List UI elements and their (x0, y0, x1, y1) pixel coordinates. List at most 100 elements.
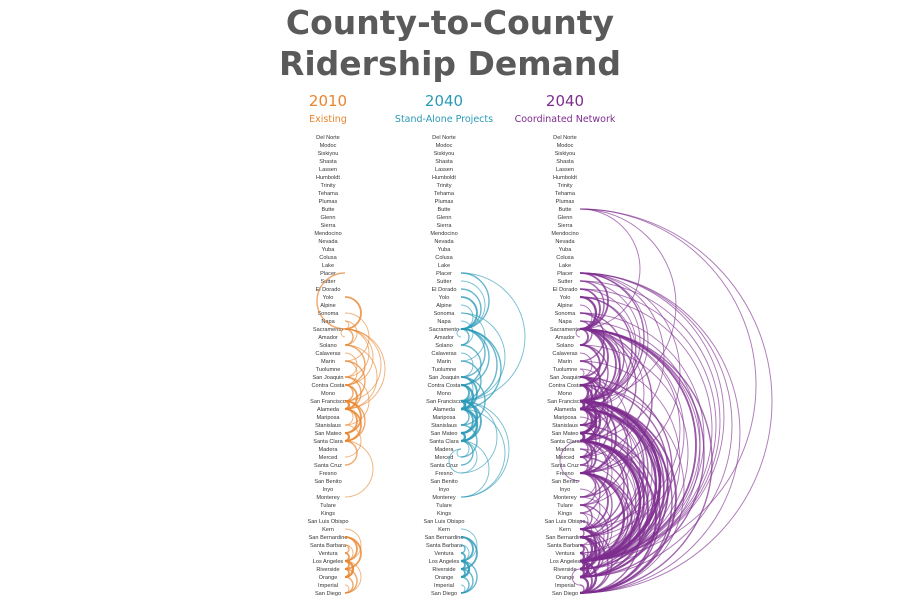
county-label: Monterey (553, 495, 577, 501)
county-label: Yuba (559, 247, 573, 253)
link-arc (579, 272, 665, 442)
panel-subtitle-standalone: Stand-Alone Projects (395, 114, 493, 125)
link-arc (460, 400, 510, 498)
county-label: Yolo (560, 295, 571, 301)
county-label: Plumas (556, 199, 575, 205)
county-label: Plumas (435, 199, 454, 205)
county-label: San Bernardino (425, 535, 464, 541)
title-line-1: County-to-County (285, 3, 615, 42)
link-arc (460, 408, 506, 498)
link-arc (579, 304, 593, 330)
county-label: San Francisco (547, 399, 583, 405)
county-label: Sacramento (429, 327, 459, 333)
link-arc (460, 431, 467, 443)
page-title: County-to-County Ridership Demand (0, 2, 900, 84)
county-label: Santa Cruz (430, 463, 458, 469)
panel-year-coordinated: 2040 (546, 92, 584, 110)
panel-subtitle-existing: Existing (309, 114, 347, 125)
county-label: Del Norte (553, 135, 577, 141)
county-label: Mariposa (553, 415, 577, 421)
county-label: Lake (438, 263, 450, 269)
panel-subtitle-coordinated: Coordinated Network (515, 114, 616, 125)
county-label: Marin (437, 359, 451, 365)
county-label: Butte (558, 207, 571, 213)
link-arc (579, 472, 641, 594)
county-label: San Benito (314, 479, 341, 485)
county-label: Nevada (555, 239, 575, 245)
county-label: Merced (319, 455, 338, 461)
county-label: Napa (437, 319, 451, 325)
county-label: Nevada (318, 239, 338, 245)
county-label: Lassen (435, 167, 453, 173)
county-label: Tehama (434, 191, 455, 197)
county-label: Sonoma (318, 311, 340, 317)
county-label: Butte (321, 207, 334, 213)
county-label: Alpine (320, 303, 336, 309)
county-label: Santa Barbara (426, 543, 463, 549)
county-label: Madera (556, 447, 576, 453)
county-label: Amador (434, 335, 454, 341)
link-arc (448, 448, 462, 474)
county-label: Kern (559, 527, 571, 533)
county-label: Siskiyou (434, 151, 455, 157)
link-arc (460, 360, 482, 402)
link-arc (579, 328, 637, 442)
county-label: Riverside (553, 567, 576, 573)
county-label: Alameda (317, 407, 340, 413)
county-label: Riverside (316, 567, 339, 573)
link-arc (460, 312, 506, 402)
link-arc (344, 552, 350, 562)
county-label: Colusa (556, 255, 574, 261)
link-arc (460, 272, 526, 402)
county-label: Mono (437, 391, 451, 397)
link-arc (344, 440, 358, 466)
link-arc (460, 376, 486, 426)
county-label: San Diego (431, 591, 457, 597)
county-label: Glenn (321, 215, 336, 221)
link-arc (579, 208, 757, 562)
link-arc (344, 560, 350, 570)
county-label: Orange (556, 575, 575, 581)
link-arc (344, 440, 374, 498)
county-label: Napa (321, 319, 335, 325)
link-arc (579, 328, 653, 474)
county-label: Humboldt (316, 175, 340, 181)
link-arc (460, 552, 466, 562)
county-label: Solano (319, 343, 336, 349)
county-label: Yolo (323, 295, 334, 301)
county-label: Santa Cruz (551, 463, 579, 469)
link-arc (460, 352, 474, 378)
county-label: Shasta (319, 159, 337, 165)
county-label: Santa Clara (429, 439, 459, 445)
county-label: Kings (321, 511, 335, 517)
link-arc (579, 368, 585, 378)
county-label: Fresno (435, 471, 452, 477)
link-arc (579, 472, 601, 514)
county-label: Tehama (318, 191, 339, 197)
county-label: Napa (558, 319, 572, 325)
link-arc (579, 440, 609, 498)
county-label: Ventura (555, 551, 575, 557)
county-label: Riverside (432, 567, 455, 573)
link-arc (344, 296, 362, 330)
county-label: San Diego (552, 591, 578, 597)
title-line-2: Ridership Demand (278, 44, 622, 83)
arcs-standalone (448, 272, 526, 594)
county-label: El Dorado (432, 287, 457, 293)
county-label: San Mateo (314, 431, 341, 437)
county-label: San Francisco (426, 399, 462, 405)
link-arc (344, 344, 366, 386)
county-label: Sierra (558, 223, 574, 229)
link-arc (460, 384, 470, 402)
county-label: Lassen (556, 167, 574, 173)
county-label: Shasta (435, 159, 453, 165)
link-arc (344, 560, 362, 594)
county-label: Contra Costa (312, 383, 346, 389)
link-arc (456, 448, 462, 458)
county-label: Mono (558, 391, 572, 397)
county-label: Sutter (321, 279, 336, 285)
county-label: Glenn (437, 215, 452, 221)
county-label: Shasta (556, 159, 574, 165)
county-label: Solano (556, 343, 573, 349)
